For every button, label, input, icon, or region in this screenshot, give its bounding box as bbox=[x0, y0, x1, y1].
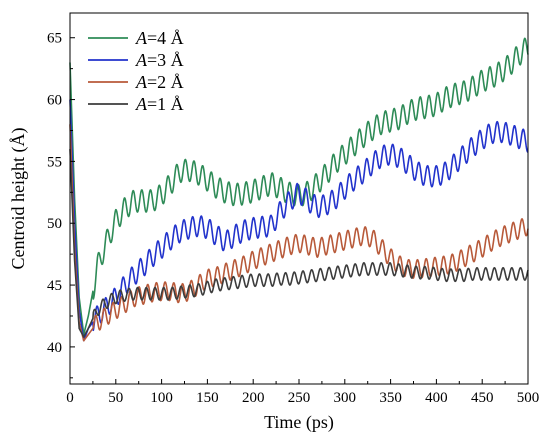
x-tick-label: 100 bbox=[150, 390, 173, 406]
plot-lines bbox=[69, 37, 529, 342]
y-tick-label: 65 bbox=[47, 31, 62, 47]
y-tick-label: 55 bbox=[47, 154, 62, 170]
y-axis: 40 45 50 55 60 65 bbox=[47, 31, 75, 379]
legend: A=4 ÅA=3 ÅA=2 ÅA=1 Å bbox=[88, 28, 184, 114]
series-line-3 bbox=[69, 124, 529, 342]
x-tick-label: 500 bbox=[517, 390, 540, 406]
y-tick-label: 40 bbox=[47, 340, 62, 356]
x-tick-label: 250 bbox=[288, 390, 311, 406]
series-line-2 bbox=[69, 99, 529, 342]
x-tick-label: 300 bbox=[334, 390, 357, 406]
x-axis-label: Time (ps) bbox=[264, 412, 334, 433]
legend-label: A=1 Å bbox=[135, 94, 184, 114]
x-axis: 0 50 100 150 200 250 300 350 400 450 500 bbox=[66, 379, 539, 406]
x-tick-label: 150 bbox=[196, 390, 219, 406]
legend-label: A=3 Å bbox=[135, 50, 184, 70]
y-axis-label: Centroid height (Å) bbox=[8, 128, 29, 270]
series-line-4 bbox=[69, 148, 529, 338]
legend-label: A=2 Å bbox=[135, 72, 184, 92]
x-tick-label: 450 bbox=[471, 390, 494, 406]
y-tick-label: 60 bbox=[47, 93, 62, 109]
y-tick-label: 45 bbox=[47, 278, 62, 294]
x-tick-label: 400 bbox=[425, 390, 448, 406]
legend-label: A=4 Å bbox=[135, 28, 184, 48]
x-tick-label: 0 bbox=[66, 390, 74, 406]
y-tick-label: 50 bbox=[47, 216, 62, 232]
x-tick-label: 50 bbox=[108, 390, 123, 406]
x-tick-label: 350 bbox=[379, 390, 402, 406]
x-tick-label: 200 bbox=[242, 390, 265, 406]
series-line-1 bbox=[69, 37, 529, 336]
